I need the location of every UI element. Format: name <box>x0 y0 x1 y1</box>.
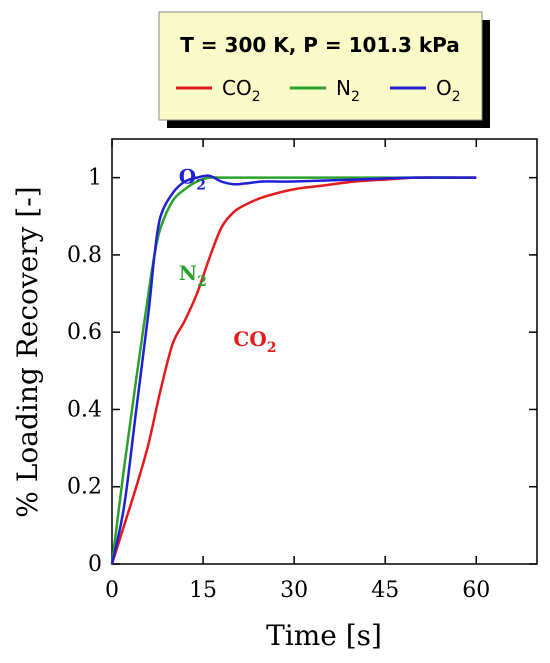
annotation-n2: N2 <box>179 261 207 290</box>
x-tick-label: 60 <box>462 578 490 603</box>
chart-title: T = 300 K, P = 101.3 kPa <box>180 33 460 57</box>
y-tick-label: 0.4 <box>67 397 102 422</box>
y-tick-label: 0 <box>88 552 102 577</box>
y-tick-label: 1 <box>88 166 102 191</box>
x-tick-label: 0 <box>105 578 119 603</box>
x-axis-label: Time [s] <box>266 619 382 652</box>
plot-frame <box>111 138 538 565</box>
series-line-o2 <box>110 174 477 565</box>
legend-label-co2: CO2 <box>222 76 261 105</box>
legend-label-n2: N2 <box>336 76 360 105</box>
x-tick-label: 15 <box>189 578 217 603</box>
legend-label-o2: O2 <box>436 76 461 105</box>
annotation-o2: O2 <box>179 165 206 194</box>
x-tick-label: 30 <box>280 578 308 603</box>
series-annotations: O2 N2 CO2 <box>179 165 277 356</box>
x-tick-label: 45 <box>371 578 399 603</box>
y-tick-label: 0.6 <box>67 320 102 345</box>
series-line-co2 <box>110 176 477 565</box>
x-axis: 0 15 30 45 60 <box>105 139 490 603</box>
y-tick-label: 0.2 <box>67 475 102 500</box>
y-axis-label: % Loading Recovery [-] <box>11 186 44 517</box>
y-tick-label: 0.8 <box>67 243 102 268</box>
legend: T = 300 K, P = 101.3 kPa CO2 N2 O2 <box>158 11 490 128</box>
legend-box <box>158 11 483 121</box>
annotation-co2: CO2 <box>233 327 276 356</box>
legend-items: CO2 N2 O2 <box>176 76 461 105</box>
series-line-n2 <box>110 176 477 565</box>
y-axis: 0 0.2 0.4 0.6 0.8 1 <box>67 166 537 577</box>
series-lines <box>110 174 477 565</box>
